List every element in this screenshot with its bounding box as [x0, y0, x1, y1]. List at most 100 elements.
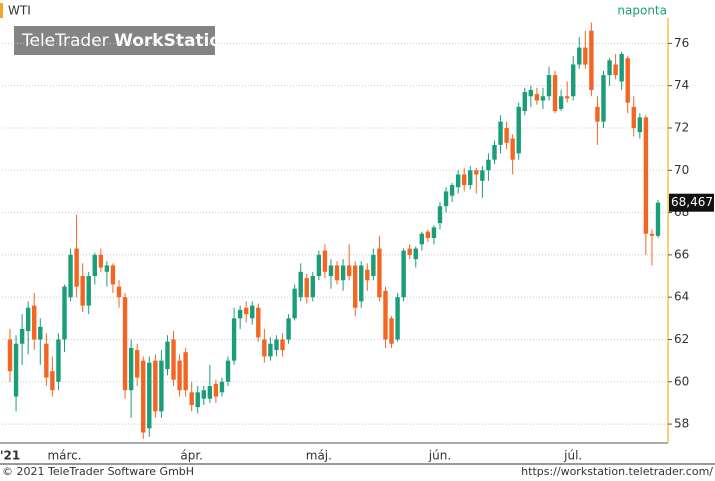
candle-body — [455, 174, 461, 188]
candle-body — [213, 383, 219, 397]
instrument-marker — [0, 3, 3, 18]
candle-body — [165, 341, 170, 370]
candle-body — [62, 286, 67, 340]
candle-body — [359, 265, 364, 302]
candle-body — [50, 371, 55, 391]
candle-body — [322, 250, 328, 272]
candle-body — [189, 392, 194, 406]
candle-body — [643, 117, 649, 234]
candle-body — [340, 265, 346, 281]
candle-body — [80, 276, 85, 306]
candle-body — [292, 288, 297, 319]
y-tick-label: 60 — [674, 374, 689, 388]
candle-body — [98, 254, 104, 268]
candle-body — [571, 64, 576, 97]
candle-body — [38, 326, 43, 340]
watermark-box — [14, 26, 215, 55]
interval-label: naponta — [617, 4, 667, 18]
candle-body — [389, 318, 394, 344]
candle-body — [86, 276, 91, 306]
watermark-product: WorkStation — [114, 31, 233, 51]
footer-url: https://workstation.teletrader.com/ — [521, 465, 713, 478]
candle-body — [32, 305, 37, 340]
candle-body — [631, 106, 636, 128]
candle-body — [577, 47, 582, 65]
candle-body — [183, 352, 188, 391]
candle-body — [383, 290, 388, 340]
candle-body — [219, 381, 225, 393]
candle-body — [546, 75, 552, 97]
candle-body — [268, 343, 273, 357]
candle-body — [637, 117, 643, 133]
candle-body — [68, 254, 73, 298]
candle-body — [310, 276, 316, 298]
candle-body — [413, 248, 418, 260]
candle-body — [589, 30, 594, 90]
candle-body — [607, 60, 612, 76]
y-tick-label: 62 — [674, 332, 689, 346]
candle-body — [498, 121, 503, 145]
candle-body — [522, 92, 527, 112]
candle-body — [504, 127, 509, 143]
candle-body — [207, 386, 213, 399]
candle-body — [564, 96, 570, 99]
y-tick-label: 74 — [674, 78, 689, 92]
candle-body — [655, 202, 661, 236]
candle-body — [141, 360, 146, 433]
candle-body — [304, 278, 309, 298]
candle-body — [159, 360, 164, 412]
candle-body — [492, 144, 497, 160]
candle-body — [328, 265, 334, 277]
last-price-box — [669, 193, 714, 212]
candle-body — [365, 269, 370, 281]
y-tick-label: 58 — [674, 417, 689, 431]
candle-body — [195, 392, 200, 408]
copyright: © 2021 TeleTrader Software GmbH — [2, 465, 194, 478]
candle-body — [25, 307, 31, 332]
candle-body — [595, 106, 600, 122]
candle-body — [171, 339, 176, 380]
candle-body — [201, 390, 206, 399]
candle-body — [480, 170, 485, 181]
y-tick-label: 76 — [674, 36, 689, 50]
x-tick-label: júl. — [563, 449, 582, 463]
candle-body — [153, 360, 158, 412]
candle-body — [516, 106, 521, 154]
x-tick-label: jún. — [428, 449, 451, 463]
y-tick-label: 70 — [674, 163, 689, 177]
candle-body — [625, 58, 630, 103]
candle-body — [510, 138, 515, 160]
candle-body — [19, 328, 25, 344]
x-tick-label: máj. — [306, 449, 332, 463]
candle-body — [280, 339, 285, 351]
candle-body — [649, 233, 655, 236]
candle-body — [462, 174, 467, 186]
candle-body — [225, 360, 231, 382]
candle-body — [540, 96, 546, 101]
candle-body — [334, 265, 340, 281]
candle-body — [449, 185, 455, 196]
candle-body — [352, 265, 358, 308]
candle-body — [474, 170, 479, 175]
candle-body — [486, 159, 491, 171]
candle-body — [401, 250, 406, 298]
candle-body — [7, 339, 13, 372]
candle-body — [122, 297, 128, 391]
candle-body — [619, 53, 624, 82]
y-tick-label: 64 — [674, 290, 689, 304]
x-tick-label: ápr. — [180, 449, 203, 463]
candle-body — [371, 254, 376, 277]
candle-body — [552, 75, 558, 112]
candle-body — [316, 254, 322, 277]
candle-body — [250, 305, 255, 319]
y-tick-label: 66 — [674, 247, 689, 261]
candle-body — [468, 170, 473, 186]
candle-body — [425, 231, 431, 238]
candle-body — [177, 360, 182, 391]
candle-body — [419, 233, 425, 245]
x-tick-label: márc. — [47, 449, 81, 463]
candle-body — [110, 265, 116, 285]
candle-body — [128, 347, 134, 391]
candle-body — [13, 343, 19, 397]
